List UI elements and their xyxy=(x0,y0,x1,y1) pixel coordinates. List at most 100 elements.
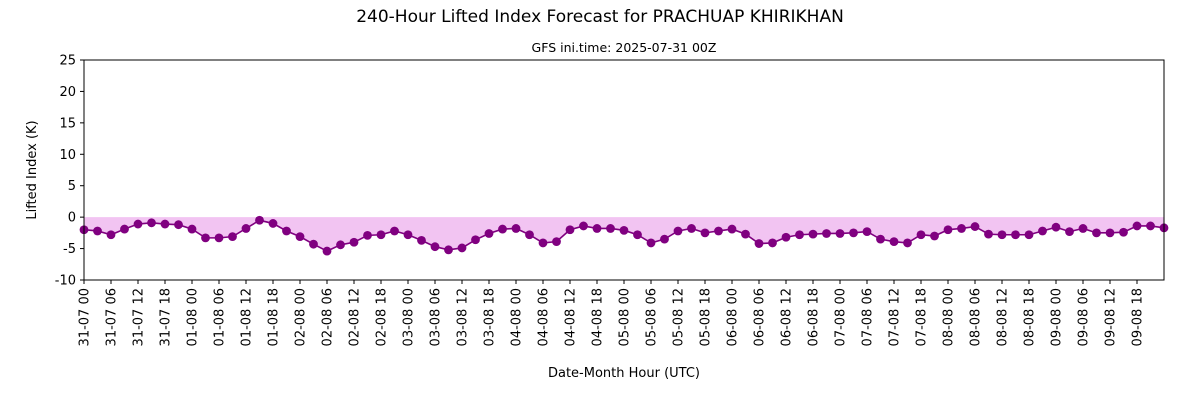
data-point xyxy=(417,236,426,245)
data-point xyxy=(714,226,723,236)
data-point xyxy=(471,235,480,245)
plot-area: -10 -5 0 5 10 15 20 25 31-07 00 31-07 06 31-07 12 3… xyxy=(55,54,1169,346)
x-tick-label: 03-08 06 xyxy=(429,288,444,346)
data-point xyxy=(889,237,899,247)
data-point xyxy=(201,233,210,243)
x-tick-label: 02-08 06 xyxy=(321,288,336,346)
data-point xyxy=(268,219,278,228)
data-point xyxy=(255,215,264,225)
data-point xyxy=(187,224,197,234)
data-point xyxy=(376,230,386,240)
x-tick-label: 04-08 00 xyxy=(510,288,525,346)
data-point xyxy=(430,242,440,252)
data-point xyxy=(903,238,912,248)
x-tick-label: 07-08 12 xyxy=(888,288,903,346)
data-point xyxy=(579,221,588,231)
x-tick-label: 07-08 18 xyxy=(915,288,930,346)
data-point xyxy=(106,230,116,240)
y-axis-label: Lifted Index (K) xyxy=(25,120,40,219)
x-tick-label: 04-08 12 xyxy=(564,288,579,346)
data-point xyxy=(241,224,251,233)
x-tick-label: 01-08 18 xyxy=(267,288,282,346)
data-point xyxy=(120,224,129,234)
data-point xyxy=(1011,230,1020,240)
x-tick-label: 03-08 12 xyxy=(456,288,471,346)
x-tick-label: 05-08 00 xyxy=(618,288,633,346)
x-tick-label: 31-07 12 xyxy=(132,288,147,346)
data-point xyxy=(957,224,966,233)
y-tick-label: 20 xyxy=(59,85,76,100)
data-point xyxy=(727,224,737,234)
x-tick-label: 06-08 12 xyxy=(780,288,795,346)
x-tick-label: 08-08 12 xyxy=(996,288,1011,346)
chart-subtitle: GFS ini.time: 2025-07-31 00Z xyxy=(532,40,717,55)
x-tick-label: 31-07 00 xyxy=(78,288,93,346)
data-point xyxy=(606,224,615,233)
data-point xyxy=(538,238,548,248)
data-point xyxy=(133,219,143,229)
data-point xyxy=(93,226,102,236)
y-tick-label: 15 xyxy=(59,116,76,131)
data-point xyxy=(511,224,521,233)
data-point xyxy=(336,240,345,250)
x-tick-label: 09-08 12 xyxy=(1104,288,1119,346)
data-point xyxy=(741,229,750,239)
plot-frame xyxy=(83,59,1165,281)
data-point xyxy=(970,222,980,231)
x-tick-label: 07-08 00 xyxy=(834,288,849,346)
x-tick-label: 01-08 00 xyxy=(186,288,201,346)
x-axis-label: Date-Month Hour (UTC) xyxy=(548,366,700,381)
data-point xyxy=(444,245,453,255)
data-point xyxy=(835,229,845,238)
x-tick-label: 04-08 06 xyxy=(537,288,552,346)
y-tick-label: 0 xyxy=(68,211,76,226)
data-point xyxy=(174,220,183,230)
x-tick-label: 09-08 06 xyxy=(1077,288,1092,346)
data-point xyxy=(214,233,224,243)
data-point xyxy=(295,232,305,242)
x-tick-label: 09-08 18 xyxy=(1131,288,1146,346)
y-tick-label: -10 xyxy=(55,274,76,289)
series-fill xyxy=(84,217,1164,252)
data-point xyxy=(322,246,332,256)
data-point xyxy=(349,237,359,247)
x-tick-label: 03-08 00 xyxy=(402,288,417,346)
x-tick-label: 05-08 18 xyxy=(699,288,714,346)
data-point xyxy=(808,229,818,239)
x-tick-label: 02-08 18 xyxy=(375,288,390,346)
x-tick-label: 06-08 06 xyxy=(753,288,768,346)
data-point xyxy=(1078,224,1088,233)
data-point xyxy=(1038,226,1047,236)
data-point xyxy=(822,229,831,238)
y-tick-label: 10 xyxy=(59,148,76,163)
x-tick-label: 01-08 06 xyxy=(213,288,228,346)
x-tick-label: 31-07 06 xyxy=(105,288,120,346)
data-point xyxy=(1105,228,1115,238)
x-tick-label: 08-08 18 xyxy=(1023,288,1038,346)
data-point xyxy=(633,230,642,240)
data-point xyxy=(1051,222,1061,232)
x-tick-label: 08-08 06 xyxy=(969,288,984,346)
data-point xyxy=(363,230,372,240)
x-tick-label: 02-08 12 xyxy=(348,288,363,346)
data-point xyxy=(1146,221,1155,231)
data-point xyxy=(876,234,885,244)
data-point xyxy=(403,230,413,240)
chart-title: 240-Hour Lifted Index Forecast for PRACH… xyxy=(356,7,844,27)
data-point xyxy=(781,232,791,242)
data-point xyxy=(646,238,656,248)
data-point xyxy=(984,229,993,239)
data-point xyxy=(160,219,170,229)
data-point xyxy=(457,243,467,253)
data-point xyxy=(592,224,602,233)
data-point xyxy=(565,225,575,235)
data-point xyxy=(930,231,939,241)
data-point xyxy=(525,230,534,240)
data-point xyxy=(282,226,291,236)
y-tick-label: -5 xyxy=(63,242,76,257)
data-point xyxy=(862,227,872,237)
data-point xyxy=(1119,227,1128,237)
data-point xyxy=(1132,221,1142,231)
